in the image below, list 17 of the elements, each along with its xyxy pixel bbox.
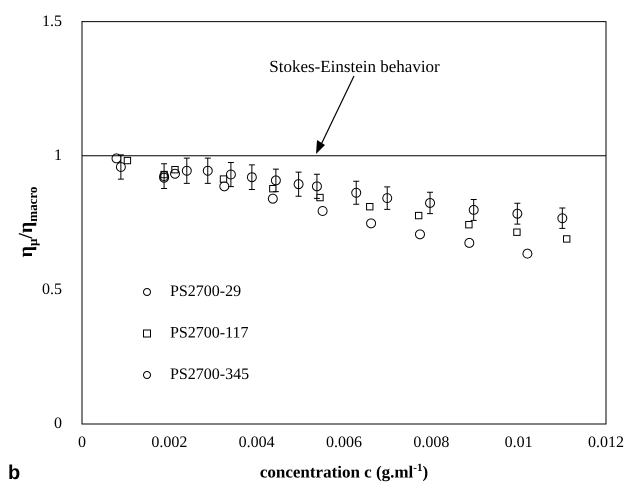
x-tick-label: 0.008 [413,434,450,451]
y-tick-label: 1 [54,146,62,164]
x-tick-label: 0.002 [151,434,188,451]
x-tick-label: 0.004 [238,434,275,451]
ref-line-label: Stokes-Einstein behavior [269,57,440,76]
x-tick-label: 0.012 [588,434,624,451]
x-tick-label: 0.01 [504,434,533,451]
y-tick-label: 0.5 [42,281,62,298]
text: b [8,462,20,485]
y-tick-label: 1.5 [42,12,62,30]
x-axis-title: concentration c (g.ml$^{-1}$) [258,462,430,483]
x-tick-label: 0.006 [326,434,362,451]
legend-label: PS2700-345 [170,366,250,384]
x-tick-label: 0 [78,434,86,451]
y-tick-label: 0 [54,415,62,432]
legend-label: PS2700-29 [170,283,242,300]
legend-label: PS2700-117 [170,324,249,342]
